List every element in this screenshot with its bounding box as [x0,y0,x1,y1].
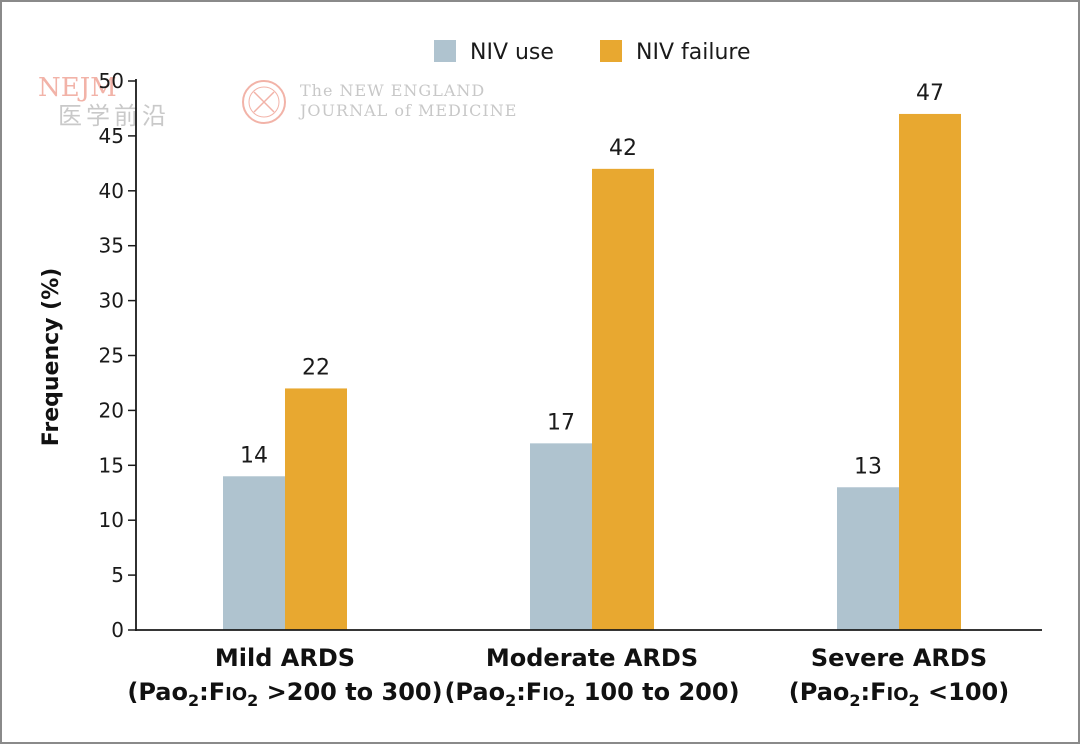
bar-niv-failure-2 [899,113,961,630]
data-label-niv-use-1: 17 [547,410,575,435]
category-sublabel-0: (Pao2:FIO2 >200 to 300) [127,678,442,710]
bar-niv-use-1 [530,443,592,630]
category-label-2: Severe ARDS [811,644,987,672]
y-tick-label-40: 40 [99,179,124,203]
y-axis: 0 5 10 15 20 25 30 35 40 45 50 [99,69,136,642]
y-tick-label-35: 35 [99,234,124,258]
legend: NIV use NIV failure [434,40,750,65]
category-sublabel-2: (Pao2:FIO2 <100) [789,678,1009,710]
bar-niv-use-2 [837,487,899,630]
y-tick-label-25: 25 [99,344,124,368]
journal-seal-icon [242,80,286,124]
legend-label-niv-failure: NIV failure [636,40,750,65]
bar-niv-failure-0 [285,388,347,630]
data-label-niv-failure-1: 42 [609,136,637,161]
legend-swatch-niv-failure [600,40,622,62]
data-label-niv-failure-0: 22 [302,355,330,380]
y-axis-label: Frequency (%) [39,268,64,447]
watermark: NEJM 医学前沿 The NEW ENGLAND JOURNAL of MED… [38,73,517,130]
y-tick-label-45: 45 [99,124,124,148]
legend-swatch-niv-use [434,40,456,62]
watermark-journal-line1: The NEW ENGLAND [300,81,485,100]
y-tick-label-0: 0 [111,618,124,642]
data-label-niv-use-0: 14 [240,443,268,468]
y-tick-label-5: 5 [111,563,124,587]
legend-label-niv-use: NIV use [470,40,554,65]
axes [135,79,1042,631]
bars: 14 17 13 22 42 47 [223,81,961,630]
category-sublabel-1: (Pao2:FIO2 100 to 200) [444,678,739,710]
y-tick-label-15: 15 [99,453,124,477]
y-tick-label-20: 20 [99,398,124,422]
data-label-niv-use-2: 13 [854,454,882,479]
watermark-nejm: NEJM [38,73,117,103]
watermark-journal-line2: JOURNAL of MEDICINE [298,101,517,120]
y-tick-label-10: 10 [99,508,124,532]
category-labels: Mild ARDS (Pao2:FIO2 >200 to 300) Moderate… [127,644,1009,710]
category-label-1: Moderate ARDS [486,644,698,672]
bar-niv-failure-1 [592,168,654,630]
y-tick-label-30: 30 [99,289,124,313]
y-tick-label-50: 50 [99,69,124,93]
watermark-chinese: 医学前沿 [58,102,170,130]
data-label-niv-failure-2: 47 [916,81,944,106]
bar-niv-use-0 [223,476,285,630]
category-label-0: Mild ARDS [215,644,355,672]
